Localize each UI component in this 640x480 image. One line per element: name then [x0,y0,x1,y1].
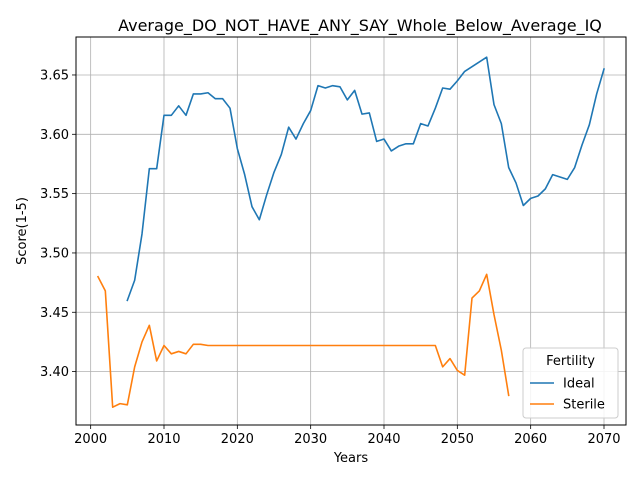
y-axis: 3.40 3.45 3.50 3.55 3.60 3.65 [40,68,76,380]
x-tick-label: 2010 [147,432,180,447]
y-tick-label: 3.45 [40,306,69,321]
chart-title: Average_DO_NOT_HAVE_ANY_SAY_Whole_Below_… [118,16,602,36]
x-axis-label: Years [333,451,369,466]
x-tick-label: 2000 [74,432,107,447]
y-tick-label: 3.50 [40,246,69,261]
legend-box [522,347,619,419]
x-tick-label: 2020 [221,432,254,447]
series-layer [96,56,605,409]
plot-frame [75,36,627,426]
y-tick-label: 3.40 [40,365,69,380]
y-tick-label: 3.65 [40,68,69,83]
grid [76,37,626,425]
x-tick-label: 2040 [367,432,400,447]
y-tick-label: 3.55 [40,187,69,202]
legend-label-sterile: Sterile [563,398,605,413]
y-tick-label: 3.60 [40,128,69,143]
series-line-sterile [96,273,510,409]
x-tick-label: 2050 [441,432,474,447]
x-tick-label: 2030 [294,432,327,447]
x-tick-label: 2060 [514,432,547,447]
legend: Fertility Ideal Sterile [522,347,619,419]
legend-title: Fertility [546,354,595,369]
y-axis-label: Score(1-5) [15,197,30,265]
legend-label-ideal: Ideal [563,377,595,392]
x-tick-label: 2070 [587,432,620,447]
x-axis: 2000 2010 2020 2030 2040 2050 2060 2070 [74,425,621,447]
series-line-ideal [126,56,605,302]
